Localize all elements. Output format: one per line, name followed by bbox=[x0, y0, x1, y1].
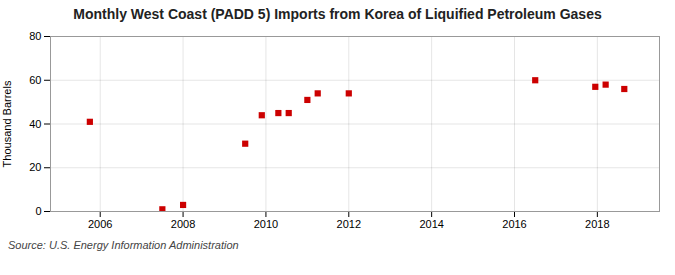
html-text:Source: U.S. Energy Informatio: Source: U.S. Energy Information Administ… bbox=[8, 239, 239, 251]
svg-text:20: 20 bbox=[29, 161, 41, 173]
html-text:Monthly West Coast (PADD 5) Im: Monthly West Coast (PADD 5) Imports from… bbox=[73, 6, 602, 22]
svg-text:2018: 2018 bbox=[585, 218, 609, 230]
svg-text:2010: 2010 bbox=[254, 218, 278, 230]
svg-text:80: 80 bbox=[29, 30, 41, 42]
svg-text:60: 60 bbox=[29, 74, 41, 86]
svg-text:2012: 2012 bbox=[337, 218, 361, 230]
svg-text:40: 40 bbox=[29, 118, 41, 130]
svg-text:2008: 2008 bbox=[171, 218, 195, 230]
svg-text:0: 0 bbox=[35, 205, 41, 217]
svg-text:Thousand Barrels: Thousand Barrels bbox=[1, 80, 13, 167]
svg-text:2006: 2006 bbox=[88, 218, 112, 230]
svg-text:2014: 2014 bbox=[419, 218, 443, 230]
svg-text:2016: 2016 bbox=[502, 218, 526, 230]
